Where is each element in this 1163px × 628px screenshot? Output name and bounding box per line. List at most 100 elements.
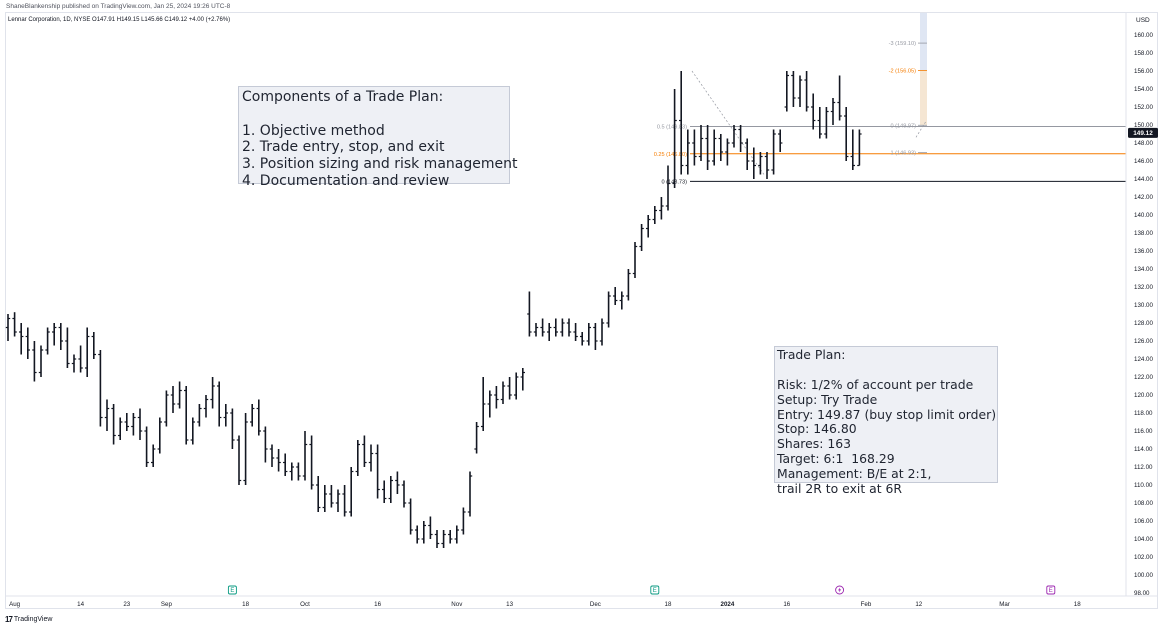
ohlc-bar bbox=[566, 318, 572, 337]
ohlc-bar bbox=[316, 476, 321, 512]
ohlc-bar bbox=[850, 129, 855, 170]
note-line: Trade Plan: bbox=[777, 347, 846, 362]
ohlc-bar bbox=[408, 498, 413, 535]
ohlc-bar bbox=[606, 291, 611, 328]
ohlc-bar bbox=[71, 354, 77, 373]
fib-level-label: -3 (159.10) bbox=[889, 41, 916, 47]
ohlc-bar bbox=[382, 480, 387, 503]
ohlc-bar bbox=[388, 476, 393, 503]
ohlc-bar bbox=[573, 323, 578, 341]
earnings-event-icon[interactable]: E bbox=[1046, 585, 1056, 595]
ohlc-bar bbox=[164, 390, 169, 427]
price-tick-label: 114.00 bbox=[1134, 446, 1153, 453]
ohlc-bar bbox=[19, 323, 24, 355]
time-tick-label: 18 bbox=[665, 601, 672, 608]
price-tick-label: 154.00 bbox=[1134, 86, 1153, 93]
ohlc-bar bbox=[45, 327, 50, 355]
ohlc-bar bbox=[276, 449, 281, 472]
time-tick-label: 18 bbox=[242, 601, 249, 608]
ohlc-bar bbox=[104, 399, 110, 431]
ohlc-bar bbox=[817, 107, 822, 139]
last-price-badge bbox=[1128, 127, 1158, 138]
note-line: Components of a Trade Plan: bbox=[242, 89, 444, 105]
note-trade-plan[interactable]: Trade Plan: Risk: 1/2% of account per tra… bbox=[774, 346, 998, 495]
ohlc-bar bbox=[487, 390, 492, 418]
note-line: 1. Objective method bbox=[242, 122, 385, 139]
last-price-label: 149.12 bbox=[1133, 130, 1153, 137]
ohlc-bar bbox=[448, 530, 453, 544]
ohlc-bar bbox=[250, 404, 255, 427]
ohlc-bar bbox=[718, 134, 723, 161]
tradingview-logo-icon: 17 bbox=[5, 615, 13, 624]
time-tick-label: Feb bbox=[861, 601, 872, 608]
ohlc-bar bbox=[698, 125, 704, 161]
price-tick-label: 100.00 bbox=[1134, 572, 1153, 579]
price-tick-label: 118.00 bbox=[1134, 410, 1153, 417]
ohlc-bar bbox=[679, 71, 684, 175]
note-line: 4. Documentation and review bbox=[242, 172, 450, 189]
ohlc-bar bbox=[342, 485, 347, 517]
ohlc-bar bbox=[652, 206, 657, 224]
note-components-of-trade-plan[interactable]: Components of a Trade Plan: 1. Objective … bbox=[238, 86, 517, 189]
ohlc-bar bbox=[124, 413, 129, 431]
target-band bbox=[920, 70, 927, 126]
price-tick-label: 142.00 bbox=[1134, 194, 1153, 201]
time-tick-label: 2024 bbox=[721, 601, 735, 608]
chart-frame[interactable] bbox=[5, 12, 1158, 609]
ohlc-bar bbox=[302, 431, 308, 481]
ohlc-bar bbox=[184, 386, 189, 445]
ohlc-bar bbox=[203, 395, 209, 418]
price-tick-label: 116.00 bbox=[1134, 428, 1153, 435]
price-tick-label: 146.00 bbox=[1134, 158, 1153, 165]
ohlc-bar bbox=[778, 129, 783, 152]
time-tick-label: Oct bbox=[300, 601, 310, 608]
ohlc-bar bbox=[507, 377, 512, 400]
fib-level-label: 1 (146.93) bbox=[891, 151, 917, 157]
time-tick-label: 16 bbox=[783, 601, 790, 608]
ohlc-bar bbox=[65, 327, 70, 368]
fib-level-label: 0 (149.97) bbox=[891, 123, 917, 129]
price-tick-label: 130.00 bbox=[1134, 302, 1153, 309]
ohlc-bar bbox=[151, 444, 156, 467]
time-tick-label: 16 bbox=[374, 601, 381, 608]
time-tick-label: 18 bbox=[1074, 601, 1081, 608]
ohlc-bar bbox=[751, 147, 756, 179]
fib-diagonal bbox=[691, 70, 765, 175]
split-event-icon[interactable] bbox=[835, 585, 845, 595]
target-band-upper bbox=[920, 13, 927, 71]
ohlc-bar bbox=[5, 314, 11, 341]
ohlc-bar bbox=[144, 426, 149, 467]
currency-label[interactable]: USD bbox=[1136, 17, 1150, 24]
price-tick-label: 126.00 bbox=[1134, 338, 1153, 345]
price-tick-label: 134.00 bbox=[1134, 266, 1153, 273]
price-tick-label: 138.00 bbox=[1134, 230, 1153, 237]
earnings-event-icon[interactable]: E bbox=[650, 585, 660, 595]
ohlc-bar bbox=[98, 350, 103, 427]
ohlc-bar bbox=[217, 381, 222, 427]
time-tick-label: 13 bbox=[506, 601, 513, 608]
price-tick-label: 132.00 bbox=[1134, 284, 1153, 291]
symbol-legend[interactable]: Lennar Corporation, 1D, NYSE O147.91 H14… bbox=[8, 17, 231, 23]
earnings-event-icon[interactable]: E bbox=[227, 585, 237, 595]
ohlc-bar bbox=[355, 440, 360, 476]
ohlc-bar bbox=[85, 327, 90, 377]
ohlc-bar bbox=[593, 323, 598, 350]
ohlc-bar bbox=[520, 368, 525, 391]
ohlc-bar bbox=[362, 435, 367, 467]
ohlc-bar bbox=[672, 89, 677, 188]
ohlc-bar bbox=[368, 444, 374, 472]
note-line: Risk: 1/2% of account per trade bbox=[777, 376, 974, 392]
note-line: trail 2R to exit at 6R bbox=[777, 480, 903, 496]
ohlc-bar bbox=[335, 489, 341, 512]
ohlc-bar bbox=[223, 404, 228, 427]
ohlc-bar bbox=[547, 323, 552, 341]
ohlc-bar bbox=[857, 129, 862, 167]
ohlc-bar bbox=[725, 138, 730, 166]
price-tick-label: 120.00 bbox=[1134, 392, 1153, 399]
ohlc-bar bbox=[243, 413, 248, 485]
price-tick-label: 124.00 bbox=[1134, 356, 1153, 363]
price-tick-label: 136.00 bbox=[1134, 248, 1153, 255]
ohlc-bar bbox=[514, 372, 519, 400]
ohlc-bar bbox=[289, 462, 294, 481]
